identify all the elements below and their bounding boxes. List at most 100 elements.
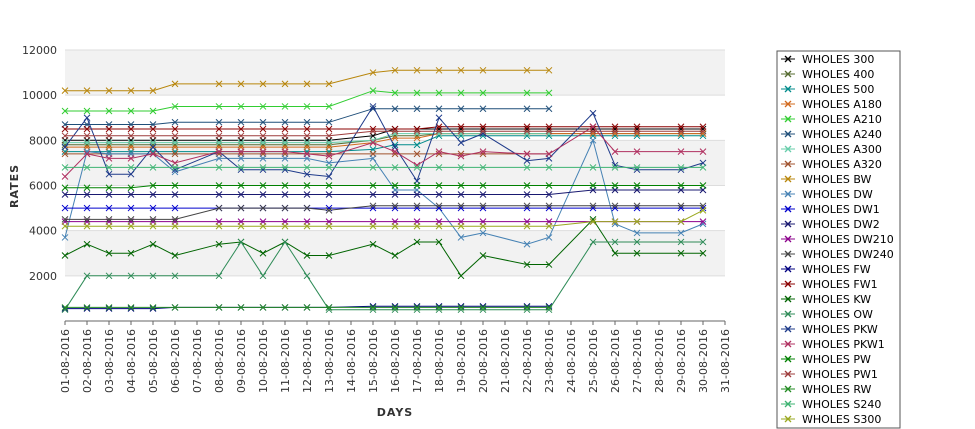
data-point <box>677 127 685 135</box>
data-point <box>303 191 311 198</box>
legend-marker <box>784 355 792 363</box>
data-point <box>215 204 223 212</box>
x-tick-label: 21-08-2016 <box>499 329 512 393</box>
data-point <box>325 222 333 230</box>
data-point <box>281 155 289 162</box>
legend-item: WHOLES DW240 <box>781 248 894 261</box>
legend-label: WHOLES 400 <box>802 68 874 81</box>
legend-marker <box>784 325 792 333</box>
data-point <box>435 89 443 97</box>
data-point <box>149 125 157 133</box>
data-point <box>127 216 135 223</box>
data-point <box>369 164 377 171</box>
data-point <box>633 218 641 225</box>
data-point <box>259 249 267 257</box>
data-point <box>589 218 597 225</box>
data-point <box>215 148 223 155</box>
data-point <box>105 170 113 178</box>
data-point <box>237 164 245 171</box>
data-point <box>127 249 135 257</box>
data-point <box>83 216 91 223</box>
x-tick-label: 13-08-2016 <box>323 329 336 393</box>
legend-item: WHOLES RW <box>781 383 872 396</box>
data-point <box>545 105 553 113</box>
data-point <box>61 234 69 241</box>
data-point <box>457 89 465 97</box>
legend-marker <box>784 400 792 408</box>
data-point <box>523 66 531 74</box>
data-point <box>127 107 135 115</box>
legend-marker <box>784 145 792 153</box>
legend-label: WHOLES PKW1 <box>802 338 885 351</box>
x-tick-label: 04-08-2016 <box>125 329 138 393</box>
data-point <box>457 234 465 241</box>
series-wholes-rw <box>61 304 553 311</box>
legend-marker <box>784 295 792 303</box>
data-point <box>611 148 619 155</box>
data-point <box>457 182 465 189</box>
data-point <box>171 164 179 171</box>
data-point <box>215 240 223 248</box>
data-point <box>325 125 333 133</box>
data-point <box>523 150 531 158</box>
data-point <box>523 105 531 113</box>
data-point <box>127 164 135 171</box>
legend-label: WHOLES OW <box>802 308 873 321</box>
data-point <box>149 143 157 151</box>
data-point <box>127 139 135 146</box>
data-point <box>259 155 267 162</box>
legend-item: WHOLES DW2 <box>781 218 880 231</box>
legend-label: WHOLES RW <box>802 383 872 396</box>
data-point <box>171 139 179 146</box>
x-tick-label: 06-08-2016 <box>169 329 182 393</box>
data-point <box>413 191 421 198</box>
data-point <box>413 66 421 74</box>
data-point <box>589 238 597 246</box>
data-point <box>633 229 641 237</box>
data-point <box>83 107 91 115</box>
data-point <box>171 191 179 198</box>
data-point <box>83 87 91 95</box>
data-point <box>215 80 223 88</box>
data-point <box>281 148 289 155</box>
data-point <box>479 164 487 171</box>
data-point <box>413 202 421 210</box>
data-point <box>413 127 421 135</box>
data-point <box>633 148 641 155</box>
data-point <box>611 238 619 246</box>
data-point <box>171 80 179 88</box>
y-tick-label: 6000 <box>29 180 57 193</box>
legend-item: WHOLES FW <box>781 263 871 276</box>
x-tick-label: 27-08-2016 <box>631 329 644 393</box>
data-point <box>457 105 465 113</box>
data-point <box>325 152 333 160</box>
data-point <box>545 191 553 198</box>
data-point <box>391 89 399 97</box>
data-point <box>435 304 443 311</box>
data-point <box>391 66 399 74</box>
legend-label: WHOLES A240 <box>802 128 882 141</box>
data-point <box>677 229 685 237</box>
data-point <box>281 125 289 133</box>
legend-marker <box>784 250 792 258</box>
data-point <box>281 222 289 230</box>
data-point <box>259 132 267 140</box>
data-point <box>83 240 91 248</box>
data-point <box>699 127 707 135</box>
legend-item: WHOLES S300 <box>781 413 881 426</box>
data-point <box>61 304 69 311</box>
data-point <box>325 182 333 189</box>
y-tick-label: 8000 <box>29 134 57 147</box>
data-point <box>479 148 487 155</box>
data-point <box>303 272 311 280</box>
data-point <box>61 87 69 95</box>
data-point <box>83 191 91 198</box>
legend-item: WHOLES A300 <box>781 143 882 156</box>
data-point <box>259 139 267 146</box>
legend-marker <box>784 415 792 423</box>
series-lines <box>61 66 707 314</box>
data-point <box>171 272 179 280</box>
data-point <box>589 109 597 117</box>
data-point <box>677 218 685 225</box>
